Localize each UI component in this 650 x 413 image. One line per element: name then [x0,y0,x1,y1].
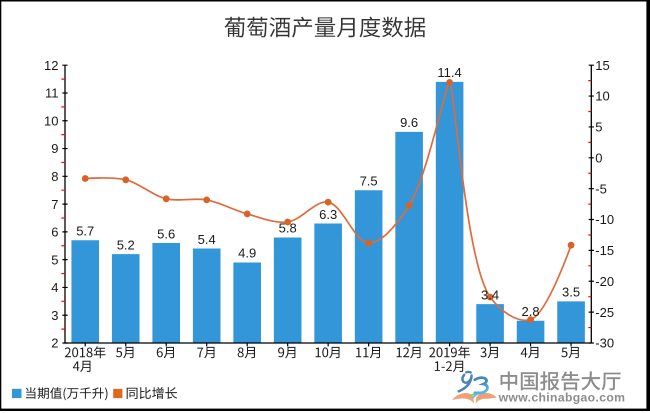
svg-text:12: 12 [44,58,58,73]
svg-text:9.6: 9.6 [400,115,418,130]
svg-text:9: 9 [51,141,58,156]
svg-text:-20: -20 [595,274,614,289]
svg-text:10: 10 [44,113,58,128]
svg-text:3.5: 3.5 [562,285,580,300]
svg-text:4.9: 4.9 [238,246,256,261]
svg-text:-25: -25 [595,305,614,320]
svg-text:3: 3 [51,308,58,323]
svg-text:-15: -15 [595,243,614,258]
svg-text:0: 0 [595,150,602,165]
svg-text:4: 4 [51,280,58,295]
svg-text:-30: -30 [595,336,614,351]
svg-text:-10: -10 [595,212,614,227]
svg-text:www.chinabgao.com: www.chinabgao.com [498,391,626,405]
svg-text:8: 8 [51,169,58,184]
svg-text:15: 15 [595,58,609,73]
svg-text:5.4: 5.4 [198,232,216,247]
svg-text:5.6: 5.6 [157,226,175,241]
svg-text:2.8: 2.8 [522,304,540,319]
svg-text:3.4: 3.4 [481,287,499,302]
svg-text:7.5: 7.5 [360,174,378,189]
svg-text:7: 7 [51,197,58,212]
svg-text:11.4: 11.4 [437,65,461,80]
svg-text:5.8: 5.8 [279,221,297,236]
svg-text:10: 10 [595,89,609,104]
svg-text:2: 2 [51,336,58,351]
svg-text:11: 11 [45,86,59,101]
svg-text:6: 6 [51,225,58,240]
svg-text:5.7: 5.7 [76,224,94,239]
svg-text:6.3: 6.3 [319,207,337,222]
svg-text:5: 5 [595,120,602,135]
svg-text:-5: -5 [595,181,607,196]
svg-text:5: 5 [51,252,58,267]
svg-text:5.2: 5.2 [117,237,135,252]
